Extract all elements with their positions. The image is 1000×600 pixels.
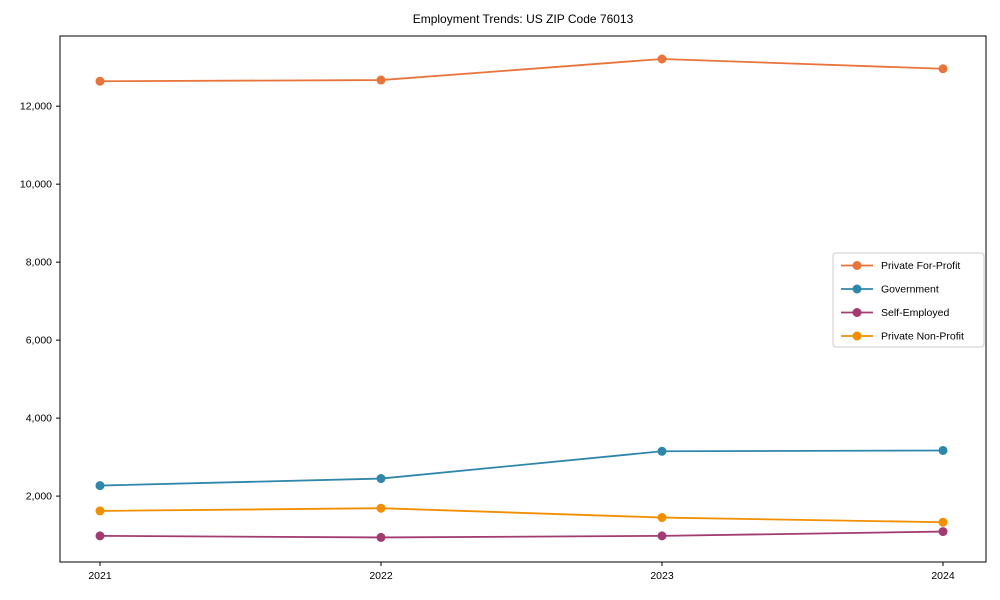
y-tick-label: 4,000 (26, 413, 52, 425)
data-point (95, 76, 105, 86)
data-point (376, 532, 386, 542)
y-tick-label: 8,000 (26, 257, 52, 269)
data-point (657, 54, 667, 64)
legend-item: Self-Employed (841, 307, 949, 319)
data-point (376, 503, 386, 513)
data-point (95, 481, 105, 491)
legend-label: Self-Employed (881, 307, 949, 319)
data-point (938, 527, 948, 537)
legend: Private For-Profit Government Self-Employe… (832, 252, 985, 348)
legend-item: Private Non-Profit (841, 331, 964, 343)
legend-label: Government (881, 284, 939, 296)
data-point (95, 506, 105, 516)
x-tick-label: 2021 (88, 570, 112, 582)
y-tick-label: 6,000 (26, 335, 52, 347)
plot-border (59, 35, 987, 563)
legend-box (832, 252, 985, 348)
legend-marker (852, 284, 862, 294)
y-tick-label: 12,000 (20, 101, 52, 113)
x-tick-label: 2024 (931, 570, 955, 582)
data-point (938, 445, 948, 455)
legend-marker (852, 308, 862, 317)
data-point (376, 75, 386, 85)
legend-label: Private For-Profit (881, 260, 960, 272)
series-line (99, 530, 944, 539)
legend-label: Private Non-Profit (881, 331, 964, 343)
series-line (99, 58, 944, 83)
y-tick-label: 10,000 (20, 179, 52, 191)
data-point (95, 531, 105, 541)
series-line (99, 449, 944, 487)
legend-item: Private For-Profit (841, 260, 960, 272)
data-point (657, 446, 667, 456)
data-point (938, 517, 948, 527)
legend-item: Government (841, 284, 939, 296)
series-line (99, 507, 944, 524)
chart-title: Employment Trends: US ZIP Code 76013 (412, 12, 634, 26)
y-tick-label: 2,000 (26, 491, 52, 503)
x-tick-label: 2023 (650, 570, 674, 582)
data-point (938, 64, 948, 74)
x-tick-label: 2022 (369, 570, 393, 582)
data-point (376, 474, 386, 484)
legend-marker (852, 331, 862, 341)
data-point (657, 531, 667, 541)
legend-marker (852, 261, 862, 270)
data-point (657, 513, 667, 523)
